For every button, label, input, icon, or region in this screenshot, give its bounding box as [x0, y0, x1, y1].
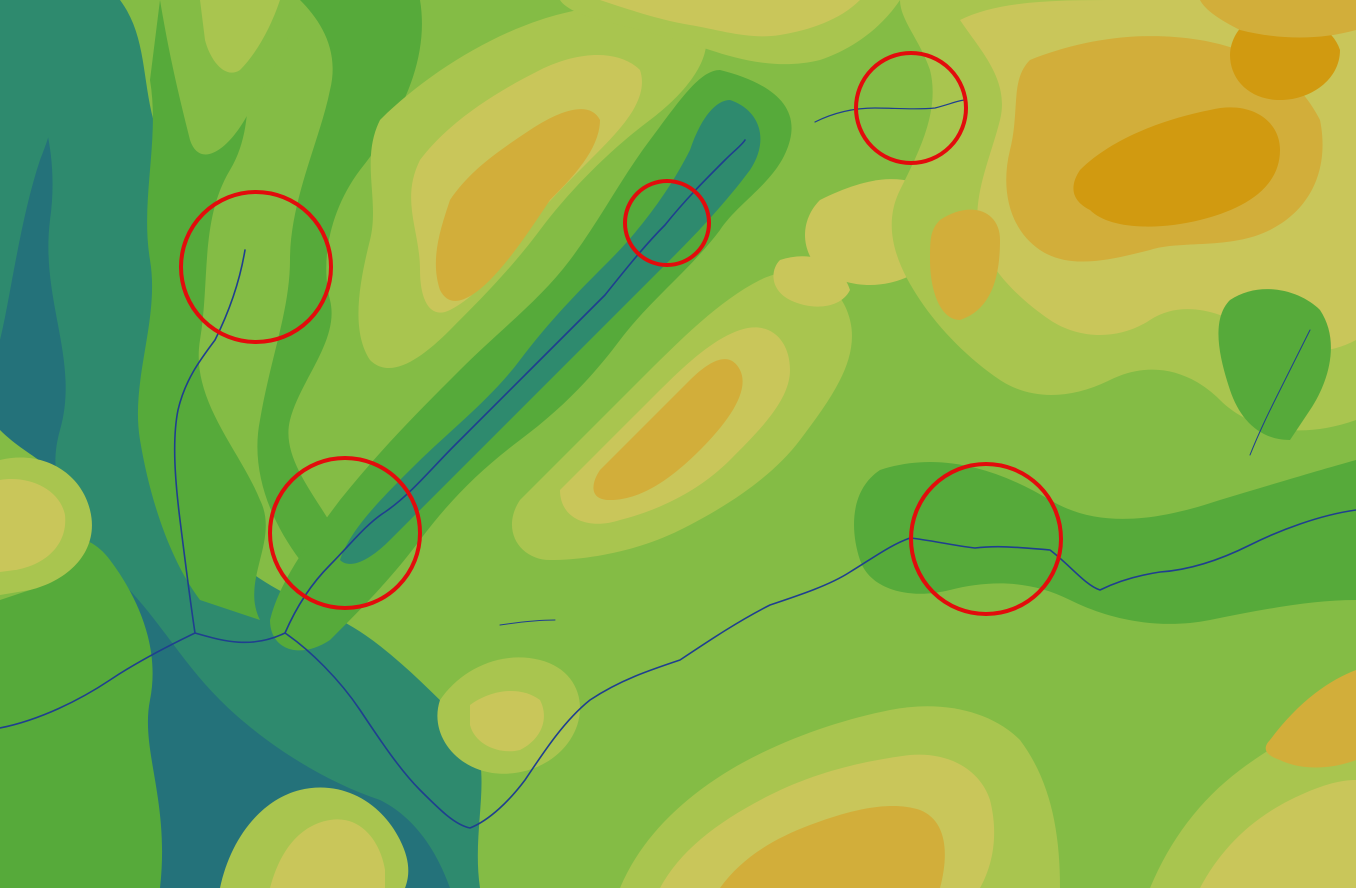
west-tributary [173, 249, 246, 634]
terrain-north-ridge [560, 0, 900, 65]
east-tributary [1249, 329, 1311, 456]
diagonal-valley-stream [284, 139, 746, 634]
terrain-diagonal-valley [270, 70, 792, 651]
highlight-circle-north [854, 51, 968, 165]
north-stream [814, 99, 966, 123]
terrain-northwest-slope [160, 0, 300, 155]
terrain-east-valley [854, 289, 1356, 624]
highlight-circle-southwest [268, 456, 422, 610]
highlight-circle-west [179, 190, 333, 344]
terrain-high-ridges [358, 5, 949, 560]
highlight-circles [179, 51, 1063, 616]
small-branch [499, 619, 556, 626]
highlight-circle-east [909, 462, 1063, 616]
stream-network [0, 99, 1356, 829]
terrain-south-ridges [220, 657, 1356, 888]
terrain-west-hill [0, 457, 92, 595]
highlight-circle-center [623, 179, 711, 267]
main-stream-south [0, 509, 1356, 829]
